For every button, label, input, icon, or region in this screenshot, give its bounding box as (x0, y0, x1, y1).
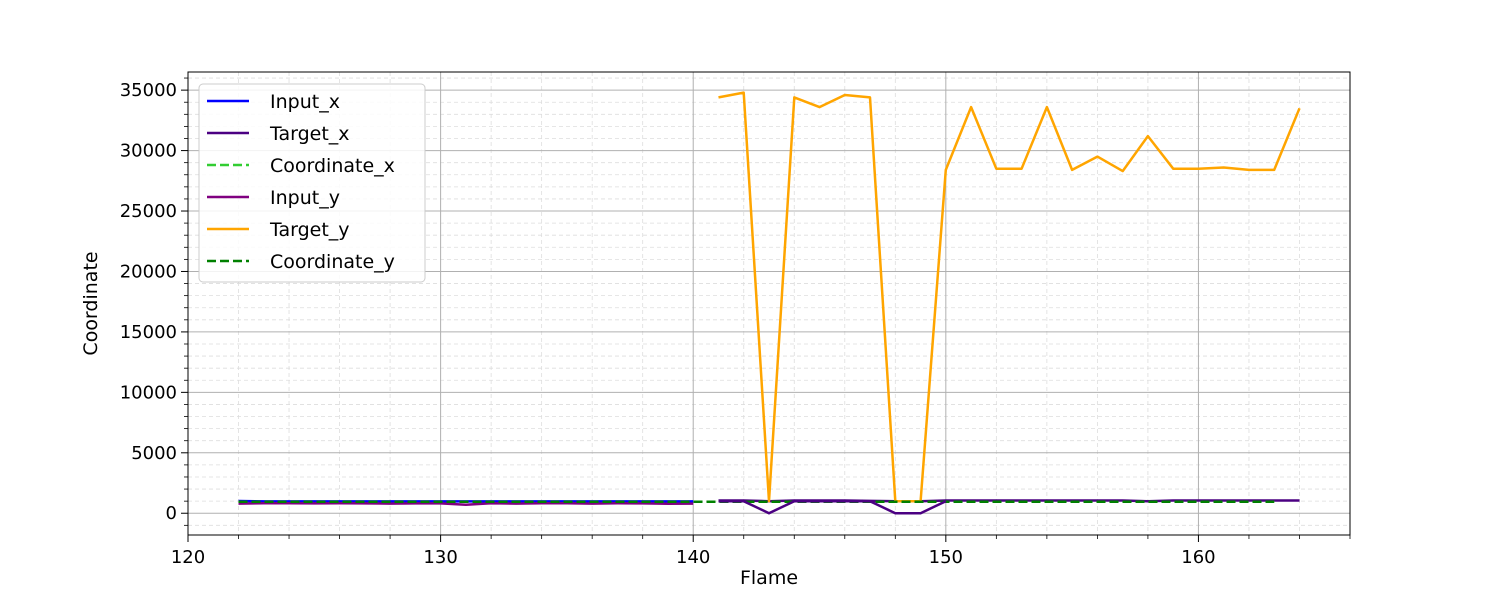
minor-grid (188, 72, 1351, 535)
x-tick-label: 140 (676, 547, 710, 568)
x-tick-label: 130 (423, 547, 457, 568)
legend: Input_x Target_x Coordinate_x Input_y Target… (198, 83, 426, 283)
legend-label-coordinate-x: Coordinate_x (270, 155, 395, 177)
y-axis-title: Coordinate (80, 251, 102, 355)
y-tick-label: 30000 (120, 141, 177, 162)
y-tick-label: 20000 (120, 261, 177, 282)
x-axis-title: Flame (740, 567, 798, 589)
legend-label-target-y: Target_y (269, 219, 350, 241)
x-tick-label: 160 (1181, 547, 1215, 568)
axis-ticks (181, 77, 1351, 542)
series-line-target-y (718, 91, 1301, 503)
plot-frame (187, 71, 1351, 536)
tick-labels: 120 130 140 150 160 0 5000 10000 15000 20000 25000… (120, 80, 1216, 568)
y-tick-label: 10000 (120, 382, 177, 403)
y-tick-label: 15000 (120, 322, 177, 343)
legend-box (198, 83, 426, 283)
legend-label-coordinate-y: Coordinate_y (270, 251, 395, 273)
legend-label-input-y: Input_y (270, 187, 340, 209)
legend-label-target-x: Target_x (269, 123, 350, 145)
y-tick-label: 25000 (120, 201, 177, 222)
legend-label-input-x: Input_x (270, 91, 340, 113)
y-tick-label: 5000 (131, 443, 177, 464)
y-tick-label: 35000 (120, 80, 177, 101)
x-tick-label: 150 (929, 547, 963, 568)
series-line-extra-6 (718, 499, 947, 515)
x-tick-label: 120 (171, 547, 205, 568)
y-tick-label: 0 (166, 503, 177, 524)
series-line-input-y (238, 502, 694, 507)
series-layer (238, 91, 1301, 515)
